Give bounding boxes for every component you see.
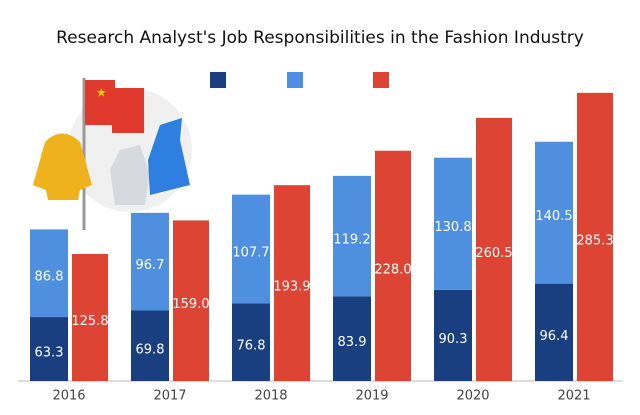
illustration: ★ — [33, 78, 192, 230]
x-tick-label: 2017 — [153, 389, 186, 404]
value-label: 125.8 — [71, 314, 108, 329]
bar — [333, 296, 371, 381]
legend-swatch — [210, 72, 226, 88]
bar — [30, 317, 68, 381]
value-label: 76.8 — [237, 339, 266, 354]
bar — [173, 220, 209, 381]
bar — [476, 117, 512, 382]
bar — [131, 212, 169, 311]
legend-swatch — [373, 72, 389, 88]
value-label: 193.9 — [273, 280, 310, 295]
bar — [232, 194, 270, 304]
bar — [434, 157, 472, 290]
x-tick-label: 2019 — [355, 389, 388, 404]
bar — [131, 310, 169, 381]
legend-swatch — [287, 72, 303, 88]
value-label: 285.3 — [576, 233, 613, 248]
value-label: 130.8 — [434, 220, 471, 235]
value-label: 86.8 — [35, 270, 64, 285]
value-label: 228.0 — [374, 262, 411, 277]
bar — [535, 141, 573, 284]
x-tick-label: 2018 — [254, 389, 287, 404]
value-label: 159.0 — [172, 297, 209, 312]
value-label: 260.5 — [475, 246, 512, 261]
value-label: 140.5 — [535, 209, 572, 224]
value-label: 96.7 — [136, 258, 165, 273]
value-label: 107.7 — [232, 246, 269, 261]
x-tick-label: 2020 — [456, 389, 489, 404]
x-tick-label: 2021 — [557, 389, 590, 404]
value-label: 90.3 — [439, 332, 468, 347]
bar — [274, 185, 310, 381]
bar — [30, 229, 68, 318]
bar — [232, 303, 270, 381]
value-label: 83.9 — [338, 335, 367, 350]
value-label: 119.2 — [333, 233, 370, 248]
chart-title: Research Analyst's Job Responsibilities … — [56, 28, 584, 48]
value-label: 69.8 — [136, 342, 165, 357]
bar — [333, 175, 371, 297]
bar — [375, 150, 411, 381]
bar — [535, 283, 573, 381]
bar — [434, 289, 472, 381]
bar — [72, 253, 108, 381]
value-label: 63.3 — [35, 346, 64, 361]
value-label: 96.4 — [540, 329, 569, 344]
svg-text:★: ★ — [96, 86, 107, 100]
x-tick-label: 2016 — [52, 389, 85, 404]
bar — [577, 92, 613, 382]
